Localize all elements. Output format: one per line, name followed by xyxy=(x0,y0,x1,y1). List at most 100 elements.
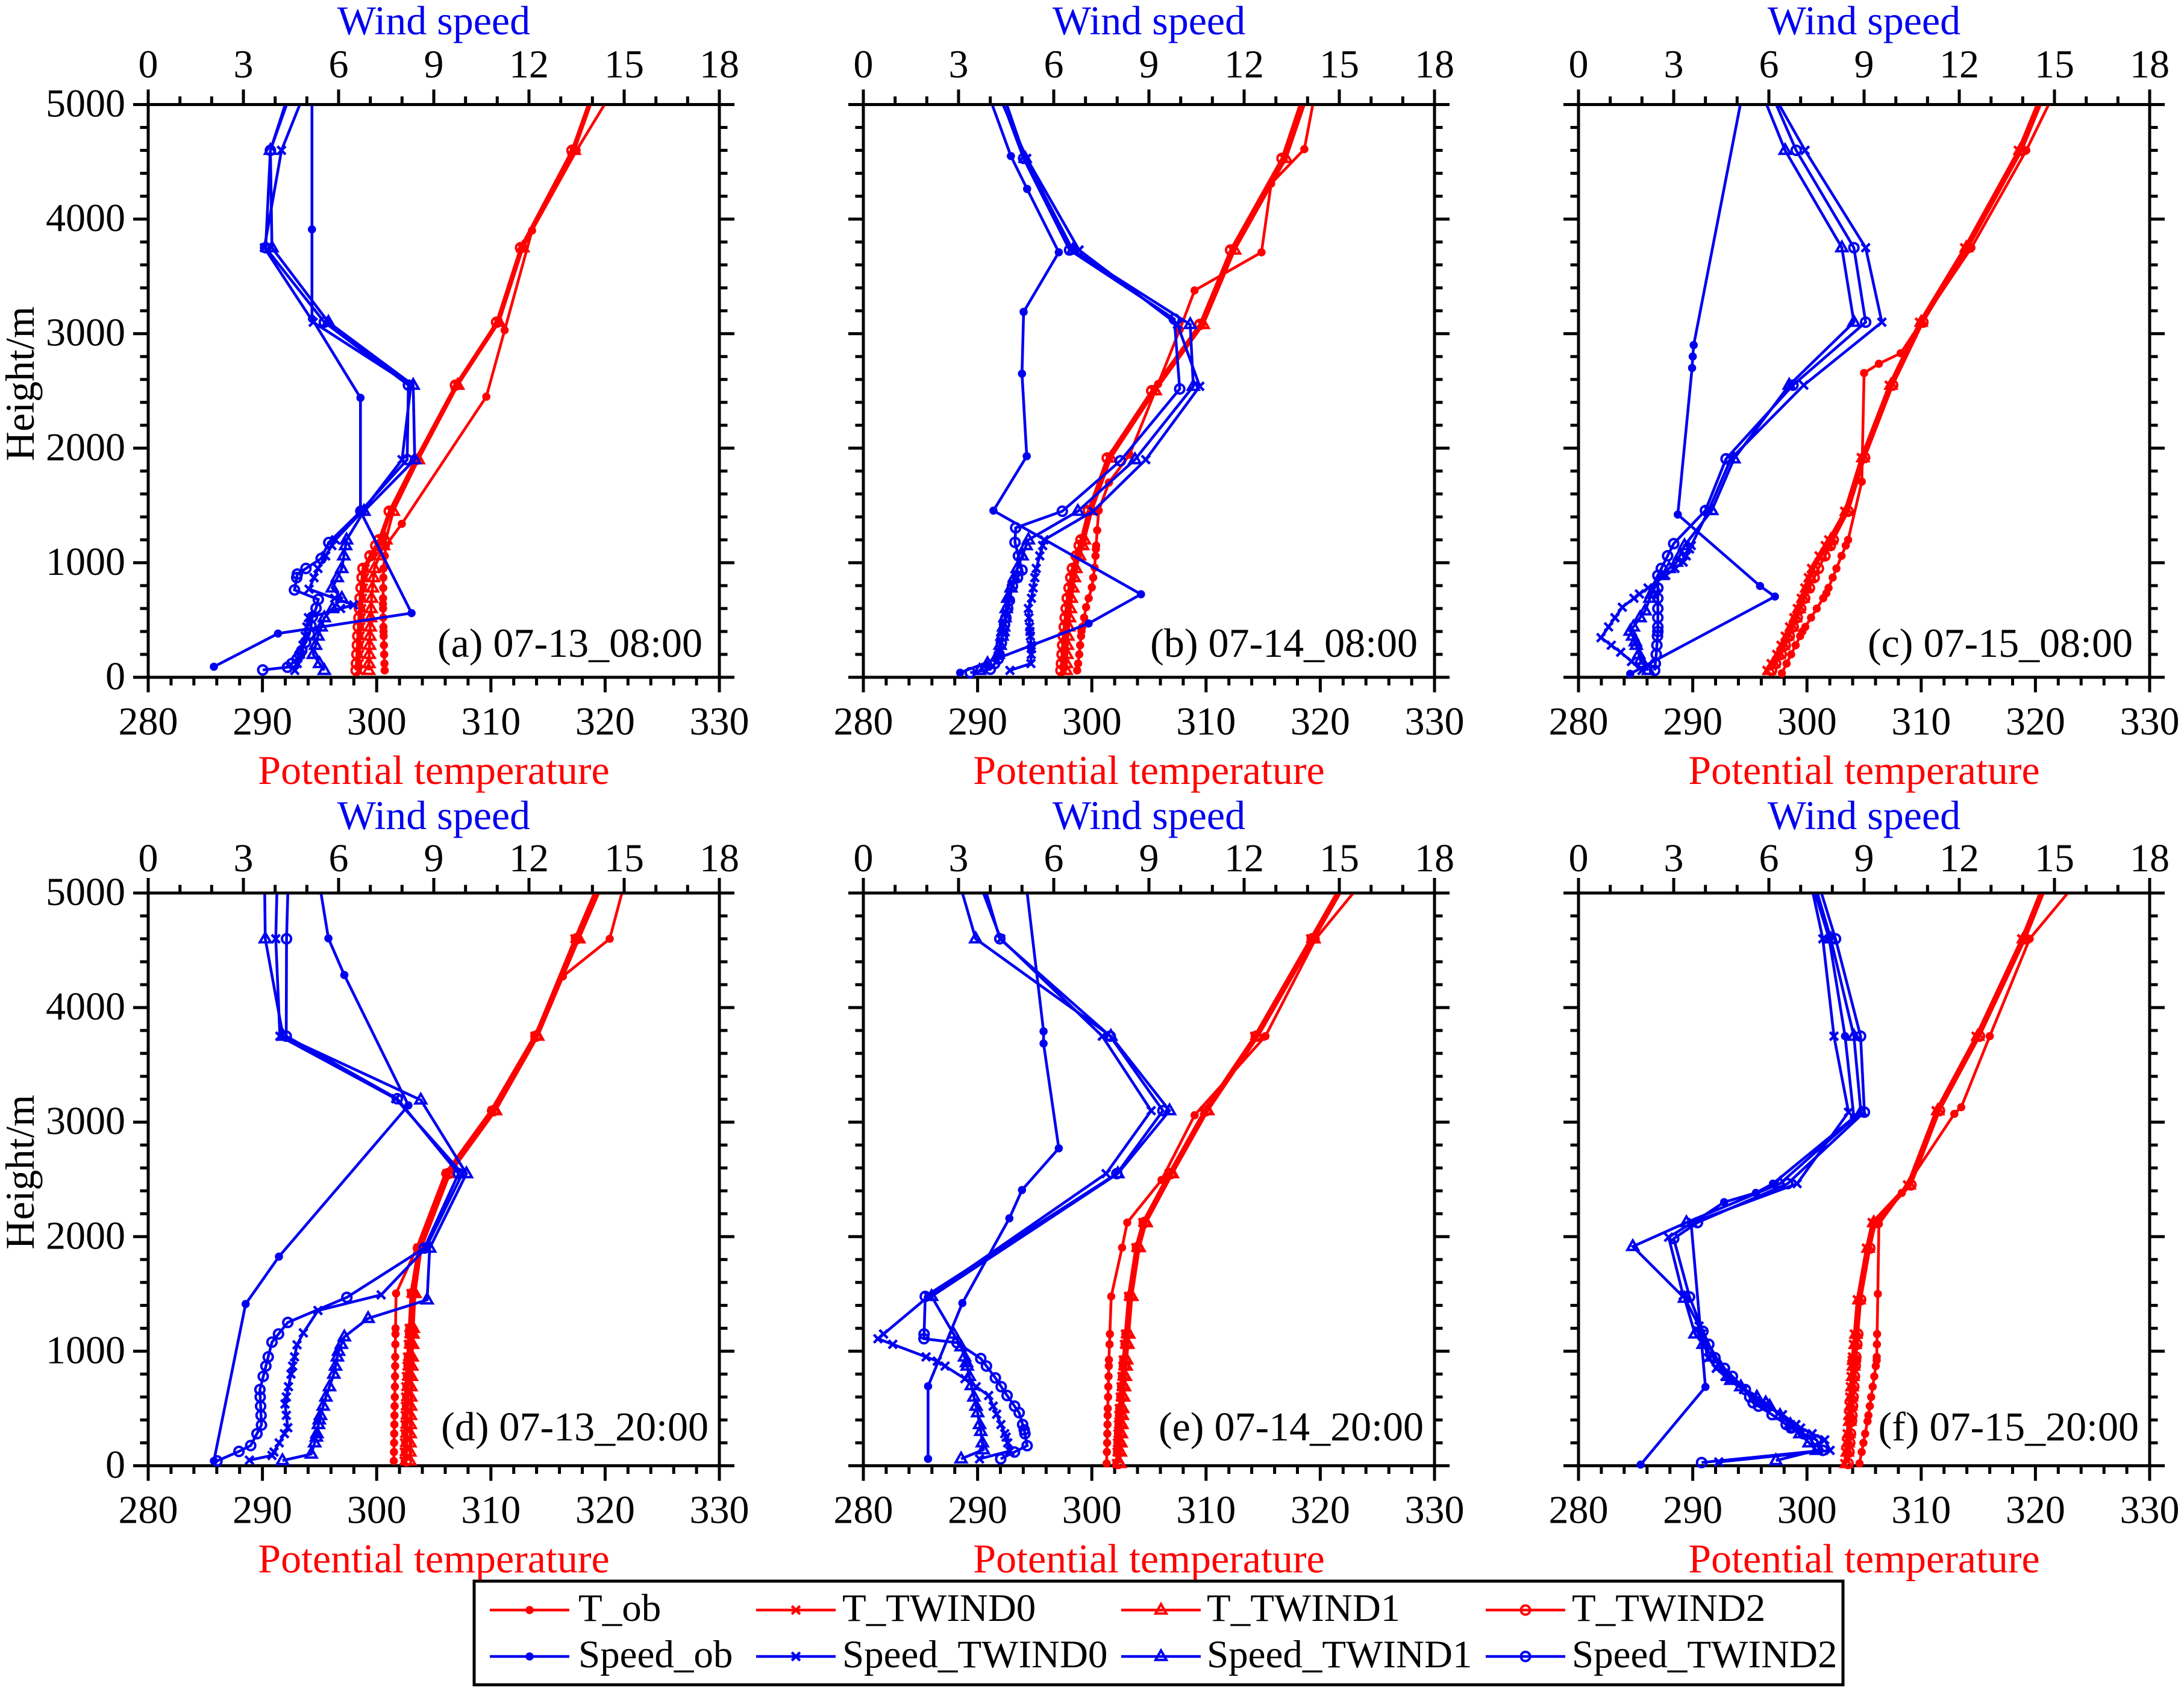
svg-text:Height/m: Height/m xyxy=(0,306,43,461)
svg-text:T_TWIND0: T_TWIND0 xyxy=(842,1587,1036,1630)
svg-text:330: 330 xyxy=(2120,1488,2180,1532)
svg-text:15: 15 xyxy=(604,43,644,87)
svg-text:300: 300 xyxy=(347,700,407,744)
svg-text:Wind speed: Wind speed xyxy=(337,792,530,838)
svg-text:3000: 3000 xyxy=(46,1099,125,1143)
svg-text:0: 0 xyxy=(139,836,158,880)
svg-text:Height/m: Height/m xyxy=(0,1095,43,1250)
svg-text:Potential temperature: Potential temperature xyxy=(973,747,1324,793)
svg-text:6: 6 xyxy=(329,43,349,87)
svg-text:Speed_TWIND1: Speed_TWIND1 xyxy=(1207,1633,1472,1676)
svg-text:320: 320 xyxy=(575,1488,635,1532)
svg-text:Potential temperature: Potential temperature xyxy=(258,747,609,793)
svg-text:330: 330 xyxy=(1405,700,1465,744)
svg-text:330: 330 xyxy=(1405,1488,1465,1532)
svg-text:6: 6 xyxy=(329,836,349,880)
svg-text:12: 12 xyxy=(509,836,549,880)
svg-text:280: 280 xyxy=(1549,700,1609,744)
svg-text:6: 6 xyxy=(1759,43,1779,87)
svg-text:9: 9 xyxy=(1139,43,1159,87)
svg-text:290: 290 xyxy=(1663,700,1722,744)
svg-text:4000: 4000 xyxy=(46,985,125,1029)
svg-text:18: 18 xyxy=(2130,836,2170,880)
svg-text:280: 280 xyxy=(119,700,178,744)
svg-text:290: 290 xyxy=(948,700,1007,744)
svg-text:3: 3 xyxy=(949,836,969,880)
svg-text:12: 12 xyxy=(509,43,549,87)
svg-text:3: 3 xyxy=(949,43,969,87)
svg-text:0: 0 xyxy=(105,1443,125,1487)
svg-text:300: 300 xyxy=(1777,700,1837,744)
svg-text:Wind speed: Wind speed xyxy=(337,0,530,43)
svg-text:320: 320 xyxy=(1291,700,1350,744)
svg-text:Wind speed: Wind speed xyxy=(1053,792,1245,838)
svg-text:0: 0 xyxy=(854,836,874,880)
svg-text:9: 9 xyxy=(1854,43,1874,87)
svg-text:12: 12 xyxy=(1939,43,1979,87)
svg-text:9: 9 xyxy=(1139,836,1159,880)
svg-text:Speed_TWIND0: Speed_TWIND0 xyxy=(842,1633,1107,1676)
svg-text:320: 320 xyxy=(1291,1488,1350,1532)
svg-text:15: 15 xyxy=(1319,43,1359,87)
svg-text:290: 290 xyxy=(233,700,292,744)
svg-text:9: 9 xyxy=(1854,836,1874,880)
svg-text:2000: 2000 xyxy=(46,1214,125,1258)
svg-text:6: 6 xyxy=(1044,43,1064,87)
svg-text:310: 310 xyxy=(1176,1488,1236,1532)
svg-text:(d) 07-13_20:00: (d) 07-13_20:00 xyxy=(441,1404,709,1450)
svg-text:4000: 4000 xyxy=(46,196,125,240)
svg-text:290: 290 xyxy=(233,1488,292,1532)
svg-text:T_ob: T_ob xyxy=(578,1587,661,1630)
svg-text:280: 280 xyxy=(834,1488,893,1532)
svg-text:280: 280 xyxy=(1549,1488,1609,1532)
svg-text:310: 310 xyxy=(461,1488,521,1532)
svg-text:9: 9 xyxy=(424,836,444,880)
svg-text:0: 0 xyxy=(105,654,125,698)
svg-text:5000: 5000 xyxy=(46,870,125,914)
svg-text:18: 18 xyxy=(1415,43,1454,87)
svg-text:310: 310 xyxy=(1891,1488,1951,1532)
svg-text:15: 15 xyxy=(604,836,644,880)
svg-text:T_TWIND2: T_TWIND2 xyxy=(1572,1587,1765,1630)
svg-text:Wind speed: Wind speed xyxy=(1053,0,1245,43)
svg-text:12: 12 xyxy=(1939,836,1979,880)
svg-text:15: 15 xyxy=(2035,836,2074,880)
svg-text:1000: 1000 xyxy=(46,1328,125,1372)
svg-text:3: 3 xyxy=(1664,836,1684,880)
svg-text:6: 6 xyxy=(1044,836,1064,880)
svg-text:280: 280 xyxy=(834,700,893,744)
svg-text:12: 12 xyxy=(1224,836,1264,880)
svg-text:280: 280 xyxy=(119,1488,178,1532)
svg-text:18: 18 xyxy=(2130,43,2170,87)
svg-text:320: 320 xyxy=(2006,700,2065,744)
svg-text:Potential temperature: Potential temperature xyxy=(258,1536,609,1582)
svg-text:0: 0 xyxy=(1569,836,1589,880)
svg-text:300: 300 xyxy=(1062,700,1122,744)
svg-text:330: 330 xyxy=(690,1488,749,1532)
svg-text:330: 330 xyxy=(690,700,749,744)
svg-text:2000: 2000 xyxy=(46,425,125,469)
svg-text:Potential temperature: Potential temperature xyxy=(973,1536,1324,1582)
svg-text:320: 320 xyxy=(575,700,635,744)
svg-text:330: 330 xyxy=(2120,700,2180,744)
svg-text:300: 300 xyxy=(347,1488,407,1532)
svg-text:0: 0 xyxy=(1569,43,1589,87)
svg-text:290: 290 xyxy=(948,1488,1007,1532)
svg-text:310: 310 xyxy=(1176,700,1236,744)
svg-text:Potential temperature: Potential temperature xyxy=(1688,1536,2039,1582)
svg-text:18: 18 xyxy=(699,836,739,880)
svg-text:12: 12 xyxy=(1224,43,1264,87)
svg-text:(f) 07-15_20:00: (f) 07-15_20:00 xyxy=(1879,1404,2139,1450)
svg-text:3000: 3000 xyxy=(46,311,125,355)
svg-text:0: 0 xyxy=(139,43,158,87)
svg-text:T_TWIND1: T_TWIND1 xyxy=(1207,1587,1400,1630)
svg-text:15: 15 xyxy=(2035,43,2074,87)
svg-text:0: 0 xyxy=(854,43,874,87)
svg-text:(c) 07-15_08:00: (c) 07-15_08:00 xyxy=(1868,620,2133,666)
svg-text:(e) 07-14_20:00: (e) 07-14_20:00 xyxy=(1159,1404,1424,1450)
svg-text:Speed_ob: Speed_ob xyxy=(578,1633,733,1676)
svg-text:3: 3 xyxy=(234,43,254,87)
svg-text:300: 300 xyxy=(1062,1488,1122,1532)
svg-text:Wind speed: Wind speed xyxy=(1768,0,1960,43)
svg-text:310: 310 xyxy=(461,700,521,744)
